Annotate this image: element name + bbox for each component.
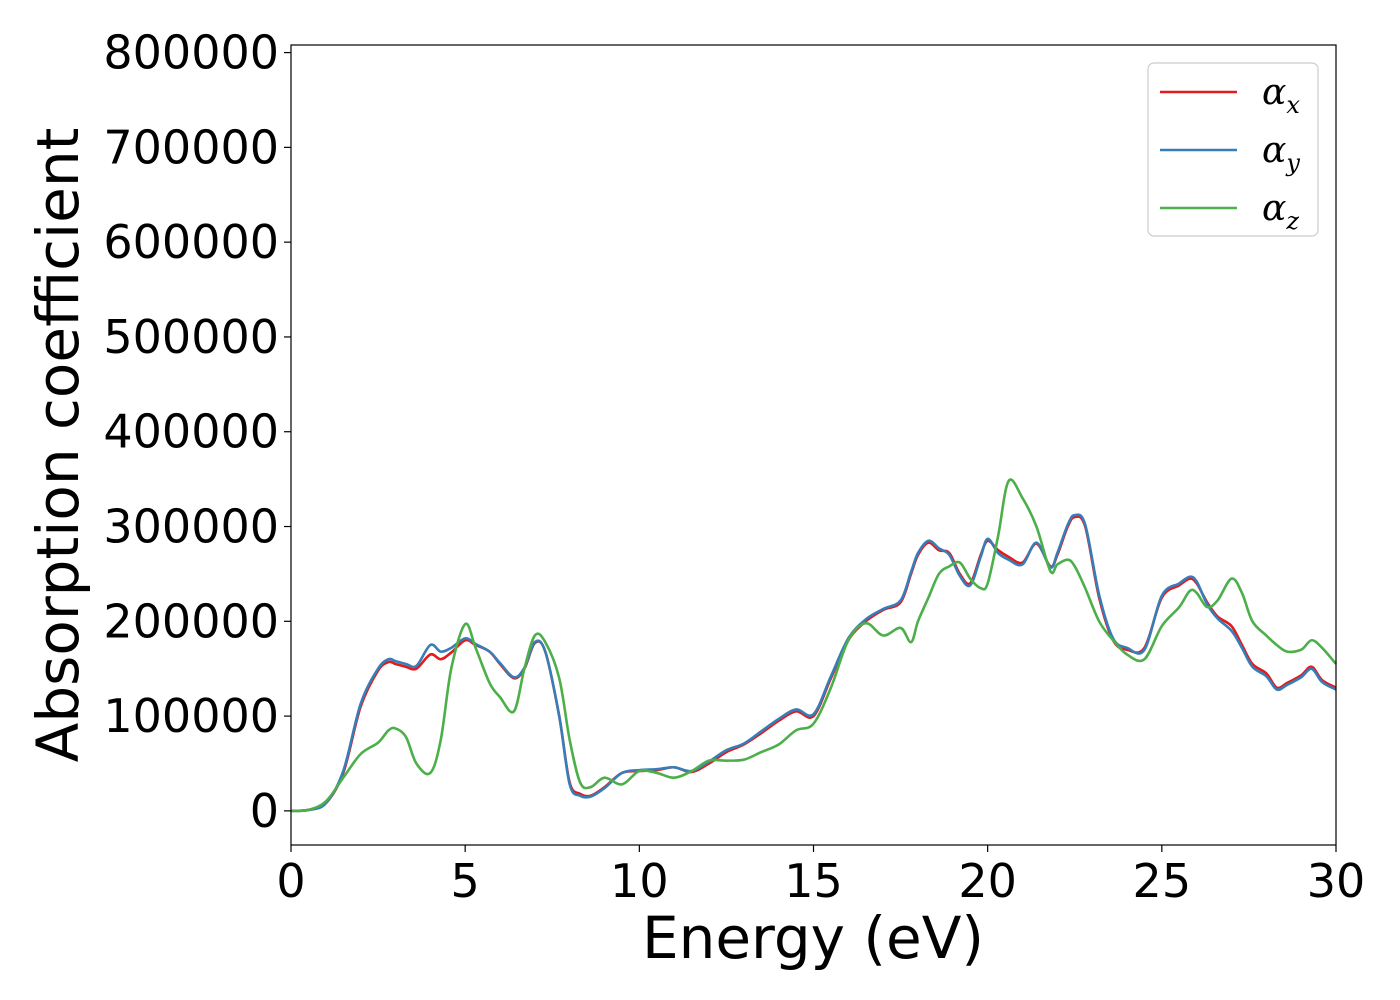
y-tick-label: 200000 bbox=[103, 594, 279, 648]
legend: αx αy αz bbox=[1147, 62, 1319, 237]
y-tick-label: 600000 bbox=[103, 215, 279, 269]
x-tick-label: 10 bbox=[610, 854, 669, 908]
y-tick-label: 400000 bbox=[103, 405, 279, 459]
legend-label-y: αy bbox=[1262, 130, 1300, 177]
series-layer bbox=[290, 478, 1337, 813]
x-axis-ticks: 0 5 10 15 20 25 30 bbox=[276, 845, 1365, 908]
series-line-y bbox=[290, 513, 1337, 813]
y-tick-label: 700000 bbox=[103, 120, 279, 174]
y-axis-ticks: 0 100000 200000 300000 400000 500000 600000 700… bbox=[103, 26, 291, 838]
x-axis-title: Energy (eV) bbox=[642, 904, 984, 972]
legend-items: αx αy αz bbox=[1160, 72, 1300, 235]
y-tick-label: 800000 bbox=[103, 26, 279, 80]
y-tick-label: 300000 bbox=[103, 500, 279, 554]
x-tick-label: 5 bbox=[451, 854, 480, 908]
x-tick-label: 30 bbox=[1307, 854, 1366, 908]
x-tick-label: 0 bbox=[276, 854, 305, 908]
legend-label-z: αz bbox=[1262, 188, 1299, 235]
y-tick-label: 0 bbox=[250, 784, 279, 838]
x-tick-label: 25 bbox=[1133, 854, 1192, 908]
y-axis-title: Absorption coefficient bbox=[24, 128, 92, 763]
y-tick-label: 500000 bbox=[103, 310, 279, 364]
series-line-z bbox=[290, 478, 1337, 813]
y-tick-label: 100000 bbox=[103, 689, 279, 743]
legend-label-x: αx bbox=[1262, 72, 1300, 119]
x-tick-label: 20 bbox=[958, 854, 1017, 908]
x-tick-label: 15 bbox=[784, 854, 843, 908]
